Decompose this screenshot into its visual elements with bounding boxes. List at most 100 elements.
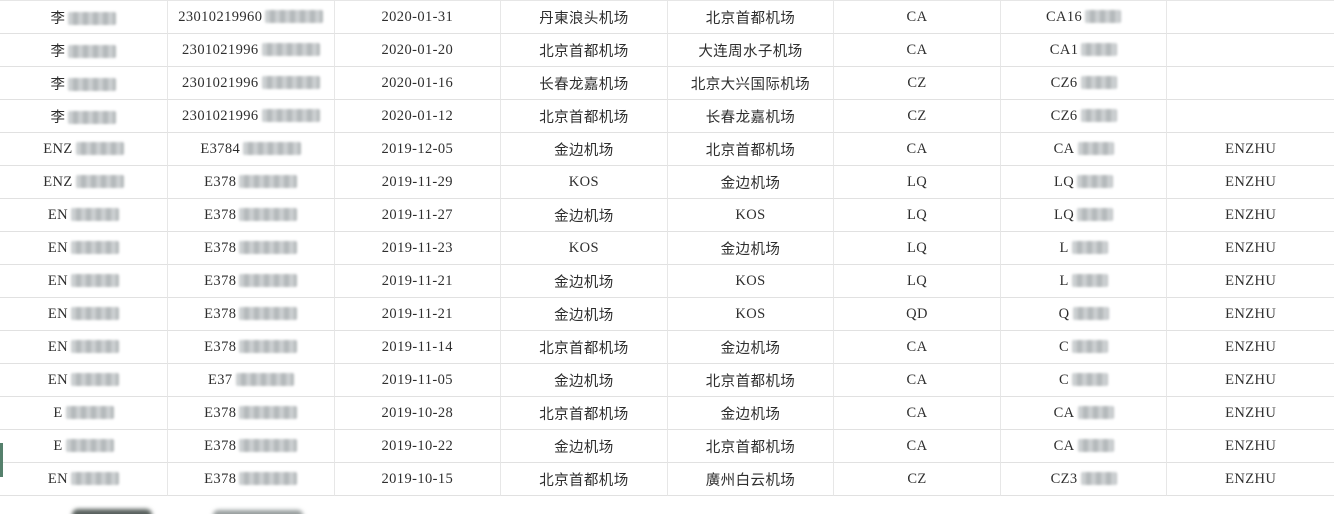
cell-remark[interactable]: ENZHU	[1167, 298, 1334, 331]
cell-remark[interactable]	[1167, 100, 1334, 133]
cell-name[interactable]: EN	[0, 199, 168, 232]
cell-airline-code[interactable]: LQ	[834, 199, 1001, 232]
cell-flight-date[interactable]: 2020-01-16	[334, 67, 502, 100]
cell-flight-date[interactable]: 2020-01-12	[334, 100, 502, 133]
cell-flight-date[interactable]: 2019-11-21	[334, 298, 502, 331]
cell-flight-date[interactable]: 2019-12-05	[334, 133, 502, 166]
cell-arrival-airport[interactable]: KOS	[667, 199, 835, 232]
cell-flight-number[interactable]: CA1	[1000, 34, 1168, 67]
cell-name[interactable]: ENZ	[0, 166, 168, 199]
cell-name[interactable]: ENZ	[0, 133, 168, 166]
cell-remark[interactable]	[1167, 67, 1334, 100]
cell-id-number[interactable]: E378	[168, 298, 335, 331]
cell-departure-airport[interactable]: 金边机场	[501, 133, 668, 166]
cell-id-number[interactable]: 2301021996	[168, 67, 335, 100]
cell-flight-number[interactable]: Q	[1000, 298, 1168, 331]
cell-flight-date[interactable]: 2019-11-23	[334, 232, 502, 265]
cell-remark[interactable]: ENZHU	[1167, 397, 1334, 430]
cell-remark[interactable]: ENZHU	[1167, 331, 1334, 364]
cell-departure-airport[interactable]: KOS	[501, 232, 668, 265]
cell-name[interactable]: EN	[0, 298, 168, 331]
cell-flight-date[interactable]: 2020-01-20	[334, 34, 502, 67]
cell-airline-code[interactable]: CA	[834, 1, 1001, 34]
cell-flight-date[interactable]: 2019-10-28	[334, 397, 502, 430]
cell-name[interactable]: EN	[0, 364, 168, 397]
cell-flight-date[interactable]: 2019-11-29	[334, 166, 502, 199]
cell-airline-code[interactable]: CZ	[834, 100, 1001, 133]
cell-flight-date[interactable]: 2019-11-05	[334, 364, 502, 397]
cell-departure-airport[interactable]: 丹東浪头机场	[501, 1, 668, 34]
cell-arrival-airport[interactable]: KOS	[667, 298, 835, 331]
cell-remark[interactable]: ENZHU	[1167, 166, 1334, 199]
cell-id-number[interactable]: E378	[168, 430, 335, 463]
cell-name[interactable]: 李	[0, 1, 168, 34]
cell-airline-code[interactable]: CA	[834, 133, 1001, 166]
cell-departure-airport[interactable]: 北京首都机场	[501, 463, 668, 496]
cell-arrival-airport[interactable]: 金边机场	[667, 397, 835, 430]
cell-id-number[interactable]: 2301021996	[168, 100, 335, 133]
cell-arrival-airport[interactable]: 北京首都机场	[667, 364, 835, 397]
cell-name[interactable]: EN	[0, 232, 168, 265]
cell-flight-date[interactable]: 2019-11-14	[334, 331, 502, 364]
cell-id-number[interactable]: E378	[168, 463, 335, 496]
cell-id-number[interactable]: E378	[168, 232, 335, 265]
cell-arrival-airport[interactable]: 廣州白云机场	[667, 463, 835, 496]
cell-name[interactable]: 李	[0, 100, 168, 133]
cell-remark[interactable]: ENZHU	[1167, 199, 1334, 232]
cell-flight-date[interactable]: 2019-11-21	[334, 265, 502, 298]
cell-departure-airport[interactable]: 金边机场	[501, 199, 668, 232]
cell-name[interactable]: E	[0, 430, 168, 463]
cell-id-number[interactable]: E378	[168, 265, 335, 298]
cell-departure-airport[interactable]: 长春龙嘉机场	[501, 67, 668, 100]
cell-flight-number[interactable]: CZ3	[1000, 463, 1168, 496]
cell-flight-date[interactable]: 2019-10-22	[334, 430, 502, 463]
cell-departure-airport[interactable]: 金边机场	[501, 265, 668, 298]
cell-airline-code[interactable]: CZ	[834, 463, 1001, 496]
cell-airline-code[interactable]: CA	[834, 331, 1001, 364]
cell-remark[interactable]: ENZHU	[1167, 364, 1334, 397]
cell-departure-airport[interactable]: 北京首都机场	[501, 331, 668, 364]
cell-airline-code[interactable]: CA	[834, 430, 1001, 463]
cell-flight-date[interactable]: 2020-01-31	[334, 1, 502, 34]
cell-flight-number[interactable]: CA	[1000, 397, 1168, 430]
cell-id-number[interactable]: E378	[168, 199, 335, 232]
cell-arrival-airport[interactable]: 北京首都机场	[667, 133, 835, 166]
cell-flight-date[interactable]: 2019-10-15	[334, 463, 502, 496]
cell-flight-number[interactable]: L	[1000, 232, 1168, 265]
cell-flight-number[interactable]: CA	[1000, 133, 1168, 166]
cell-flight-number[interactable]: CA	[1000, 430, 1168, 463]
cell-name[interactable]: E	[0, 397, 168, 430]
cell-name[interactable]: EN	[0, 265, 168, 298]
cell-airline-code[interactable]: LQ	[834, 232, 1001, 265]
cell-airline-code[interactable]: CA	[834, 364, 1001, 397]
cell-id-number[interactable]: E3784	[168, 133, 335, 166]
cell-id-number[interactable]: E378	[168, 397, 335, 430]
cell-arrival-airport[interactable]: 金边机场	[667, 166, 835, 199]
cell-flight-date[interactable]: 2019-11-27	[334, 199, 502, 232]
cell-arrival-airport[interactable]: 大连周水子机场	[667, 34, 835, 67]
cell-remark[interactable]	[1167, 34, 1334, 67]
cell-arrival-airport[interactable]: 金边机场	[667, 232, 835, 265]
cell-flight-number[interactable]: CZ6	[1000, 100, 1168, 133]
cell-arrival-airport[interactable]: 北京首都机场	[667, 1, 835, 34]
cell-arrival-airport[interactable]: 长春龙嘉机场	[667, 100, 835, 133]
cell-name[interactable]: 李	[0, 34, 168, 67]
cell-remark[interactable]: ENZHU	[1167, 463, 1334, 496]
cell-airline-code[interactable]: CA	[834, 34, 1001, 67]
cell-airline-code[interactable]: QD	[834, 298, 1001, 331]
cell-departure-airport[interactable]: 金边机场	[501, 430, 668, 463]
cell-airline-code[interactable]: LQ	[834, 265, 1001, 298]
cell-name[interactable]: 李	[0, 67, 168, 100]
cell-flight-number[interactable]: LQ	[1000, 166, 1168, 199]
cell-arrival-airport[interactable]: KOS	[667, 265, 835, 298]
cell-remark[interactable]: ENZHU	[1167, 133, 1334, 166]
cell-departure-airport[interactable]: 北京首都机场	[501, 397, 668, 430]
cell-remark[interactable]	[1167, 1, 1334, 34]
cell-departure-airport[interactable]: 金边机场	[501, 298, 668, 331]
cell-departure-airport[interactable]: 金边机场	[501, 364, 668, 397]
cell-name[interactable]: EN	[0, 463, 168, 496]
cell-id-number[interactable]: E378	[168, 331, 335, 364]
cell-flight-number[interactable]: C	[1000, 364, 1168, 397]
cell-departure-airport[interactable]: 北京首都机场	[501, 34, 668, 67]
cell-departure-airport[interactable]: 北京首都机场	[501, 100, 668, 133]
